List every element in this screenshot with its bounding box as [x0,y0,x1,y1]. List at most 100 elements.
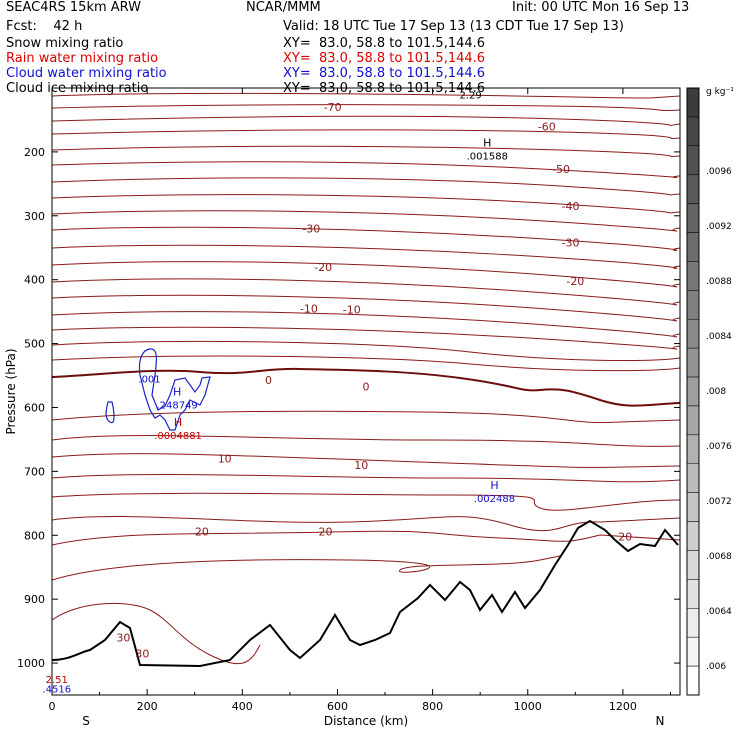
x-tick-label: 800 [422,700,443,713]
isotherm-line [51,210,681,232]
isotherm-label: -40 [562,200,580,213]
colorbar-tick-label: .0084 [706,332,732,342]
x-tick-label: 0 [49,700,56,713]
isotherm-label: -10 [343,304,361,317]
colorbar-cell [686,405,700,436]
colorbar-cell [686,203,700,233]
terrain-line [51,519,679,668]
isotherm-label: -30 [302,223,320,236]
isotherm-label: -50 [552,163,570,176]
colorbar-cell [686,116,700,147]
isotherm-line [51,555,561,581]
isotherm-line [51,244,681,269]
field-name: Snow mixing ratio [6,36,124,51]
isotherm-label: 10 [354,459,368,472]
isotherm-line [51,516,681,532]
colorbar-cell [686,376,700,407]
isotherm-line [51,340,681,361]
org-label: NCAR/MMM [246,0,321,15]
colorbar-tick-label: .0096 [706,167,732,177]
isotherm-line [51,473,681,483]
colorbar-cell [686,174,700,204]
cloud-water-contour [138,348,211,431]
contour-value-label: 2.51 [46,675,68,686]
isotherm-label: 0 [363,380,370,393]
extremum-marker: H [174,416,182,429]
field-cross-section-endpoints: XY= 83.0, 58.8 to 101.5,144.6 [283,36,486,51]
isotherm-line [51,226,681,251]
isotherm-line [51,194,681,214]
colorbar-cell [686,608,700,638]
colorbar-frame [686,87,700,696]
isotherm-line [51,278,681,306]
isotherm-label: -20 [566,275,584,288]
y-tick-label: 500 [24,338,45,351]
isotherm-line [51,311,681,338]
isotherm-line [51,492,681,511]
colorbar-cell [686,87,700,118]
colorbar-tick-label: .0072 [706,497,732,507]
isotherm-line [51,326,681,350]
isotherm-line [51,92,681,99]
colorbar-cell [686,318,700,349]
forecast-hour: Fcst: 42 h [6,19,83,34]
isotherm-line [51,294,681,322]
y-tick-label: 900 [24,593,45,606]
colorbar-tick-label: .0092 [706,222,732,232]
colorbar-tick-label: .0076 [706,442,732,452]
colorbar-cell [686,636,700,667]
isotherm-line [51,355,681,372]
colorbar-tick-label: .008 [706,387,726,397]
colorbar-cell [686,145,700,175]
isotherm-line [51,603,261,665]
isotherm-label: 20 [319,525,333,538]
colorbar-tick-label: .0068 [706,552,732,562]
x-tick-label: 1200 [609,700,637,713]
extremum-value: .001588 [467,151,508,162]
isotherm-label: 20 [618,531,632,544]
extremum-marker: H [483,136,491,149]
isotherm-label: -20 [314,261,332,274]
y-axis-label: Pressure (hPa) [4,348,18,434]
freezing-level-line [51,367,681,407]
extremum-marker: H [173,386,181,399]
y-tick-label: 400 [24,274,45,287]
cloud-water-contour [105,401,115,424]
isotherm-label: 10 [218,453,232,466]
isotherm-line [51,177,681,196]
isotherm-label: 30 [135,647,149,660]
north-end-label: N [656,714,665,728]
colorbar-cell [686,290,700,320]
colorbar-cell [686,521,700,551]
contour-value-label: .001 [138,375,160,386]
y-tick-label: 1000 [17,657,45,670]
colorbar-tick-label: .006 [706,662,726,672]
isotherm-label: -10 [300,302,318,315]
x-tick-label: 600 [327,700,348,713]
contour-value-label: 2.29 [460,90,482,101]
isotherm-line [51,129,681,140]
valid-time: Valid: 18 UTC Tue 17 Sep 13 (13 CDT Tue … [283,19,624,34]
colorbar-units: g kg⁻¹ [706,87,734,97]
colorbar-tick-label: .0064 [706,607,732,617]
extremum-value: .002488 [474,494,515,505]
colorbar-cell [686,579,700,609]
colorbar-cell [686,665,700,696]
south-end-label: S [82,714,90,728]
x-tick-label: 400 [232,700,253,713]
isotherm-label: -60 [538,120,556,133]
isotherm-label: 30 [116,631,130,644]
x-axis-label: Distance (km) [324,714,408,728]
y-tick-label: 800 [24,529,45,542]
colorbar-cell [686,232,700,262]
isotherm-line [51,530,681,546]
isotherm-line [51,410,681,424]
colorbar-cell [686,463,700,493]
x-tick-label: 200 [137,700,158,713]
field-cross-section-endpoints: XY= 83.0, 58.8 to 101.5,144.6 [283,66,486,81]
init-time: Init: 00 UTC Mon 16 Sep 13 [512,0,690,15]
colorbar-cell [686,492,700,522]
extremum-marker: H [490,479,498,492]
isotherm-label: 20 [195,525,209,538]
